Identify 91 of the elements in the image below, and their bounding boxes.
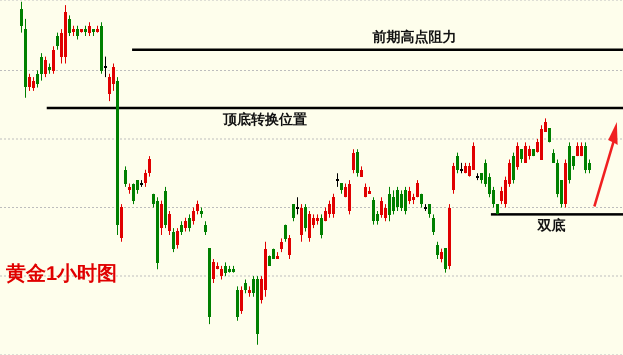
text: 黄金1小时图: [6, 262, 118, 287]
candlestick: [496, 204, 499, 215]
candlestick: [48, 62, 51, 74]
candlestick: [516, 142, 519, 170]
candlestick: [32, 76, 35, 92]
candlestick: [388, 186, 391, 222]
candlestick: [456, 152, 459, 174]
candlestick: [56, 32, 59, 50]
candlestick: [72, 25, 75, 37]
candlestick: [380, 196, 383, 218]
candlestick: [128, 183, 131, 194]
candlestick: [364, 183, 367, 198]
candlestick: [392, 190, 395, 215]
candlestick: [460, 162, 463, 174]
candlestick: [224, 262, 227, 277]
candlestick: [404, 186, 407, 215]
candlestick: [356, 148, 359, 178]
candlestick: [316, 214, 319, 226]
candlestick: [52, 46, 55, 74]
candlestick: [444, 248, 447, 274]
candlestick: [188, 214, 191, 232]
candlestick: [452, 162, 455, 194]
candlestick: [196, 200, 199, 215]
candlestick: [440, 248, 443, 263]
candlestick: [124, 166, 127, 188]
candlestick: [68, 14, 71, 37]
candlestick: [340, 183, 343, 194]
candlestick: [332, 193, 335, 218]
candlestick: [76, 25, 79, 40]
candlestick: [112, 62, 115, 92]
candlestick: [104, 56, 107, 78]
ref-line-label: 前期高点阻力: [371, 28, 456, 45]
candlestick: [20, 1, 23, 34]
candlestick: [360, 166, 363, 178]
candlestick: [292, 204, 295, 222]
candlestick: [552, 148, 555, 164]
candlestick: [184, 217, 187, 232]
candlestick: [524, 142, 527, 164]
candlestick: [240, 286, 243, 314]
ref-line-label: 顶底转换位置: [222, 110, 307, 127]
candlestick: [372, 196, 375, 226]
candlestick: [248, 286, 251, 298]
candlestick: [180, 220, 183, 236]
candlestick: [44, 56, 47, 78]
candlestick: [40, 52, 43, 82]
candlestick: [324, 207, 327, 222]
candlestick: [88, 22, 91, 37]
candlestick: [416, 180, 419, 198]
candlestick: [436, 241, 439, 260]
candlestick: [336, 172, 339, 188]
candlestick: [220, 265, 223, 280]
candlestick: [36, 70, 39, 88]
candlestick: [432, 214, 435, 236]
candlestick: [132, 183, 135, 205]
ref-line-label: 双底: [536, 217, 566, 234]
candlestick: [328, 200, 331, 218]
candlestick: [384, 204, 387, 222]
candlestick: [528, 145, 531, 160]
candlestick: [400, 190, 403, 212]
candlestick: [512, 152, 515, 184]
candlestick: [172, 228, 175, 253]
candlestick: [320, 214, 323, 239]
candlestick: [288, 234, 291, 260]
candlestick: [176, 228, 179, 250]
candlestick: [244, 279, 247, 294]
candlestick: [548, 128, 551, 143]
candlestick: [200, 207, 203, 218]
candlestick: [412, 193, 415, 205]
candlestick: [576, 142, 579, 157]
candlestick: [408, 186, 411, 205]
candlestick: [212, 258, 215, 284]
candlestick: [204, 220, 207, 236]
candlestick: [352, 148, 355, 174]
candlestick: [84, 25, 87, 37]
candlestick: [428, 204, 431, 218]
candlestick: [396, 186, 399, 212]
candlestick: [284, 224, 287, 242]
candlestick: [584, 142, 587, 174]
candlestick: [308, 210, 311, 242]
candlestick: [28, 73, 31, 92]
candlestick: [160, 200, 163, 236]
candlestick: [144, 169, 147, 188]
candlestick: [280, 238, 283, 253]
candlestick: [520, 148, 523, 164]
candlestick: [192, 207, 195, 226]
candlestick: [420, 193, 423, 208]
candlestick: [168, 210, 171, 236]
candlestick: [580, 142, 583, 157]
candlestick: [304, 204, 307, 232]
candlestick: [148, 156, 151, 178]
candlestick: [296, 196, 299, 215]
